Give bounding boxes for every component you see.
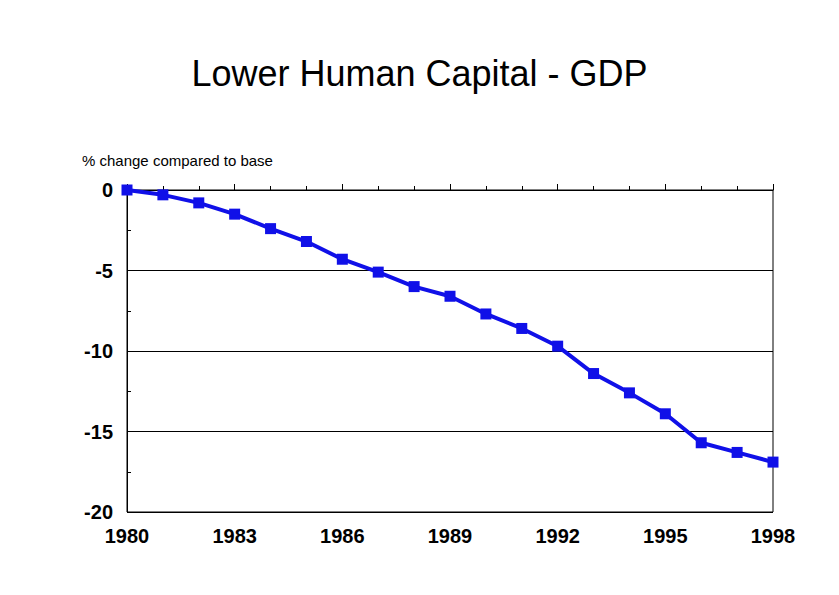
svg-text:1995: 1995	[643, 525, 688, 547]
svg-text:-5: -5	[95, 260, 113, 282]
svg-text:0: 0	[102, 179, 113, 201]
svg-text:-20: -20	[84, 501, 113, 523]
svg-text:Lower Human Capital - GDP: Lower Human Capital - GDP	[191, 53, 647, 94]
svg-text:1998: 1998	[751, 525, 796, 547]
svg-text:-15: -15	[84, 421, 113, 443]
svg-text:% change compared to base: % change compared to base	[82, 152, 273, 169]
svg-text:-10: -10	[84, 340, 113, 362]
svg-text:1983: 1983	[212, 525, 256, 547]
svg-text:1989: 1989	[428, 525, 473, 547]
svg-text:1992: 1992	[535, 525, 580, 547]
svg-text:1980: 1980	[105, 525, 150, 547]
svg-text:1986: 1986	[320, 525, 365, 547]
